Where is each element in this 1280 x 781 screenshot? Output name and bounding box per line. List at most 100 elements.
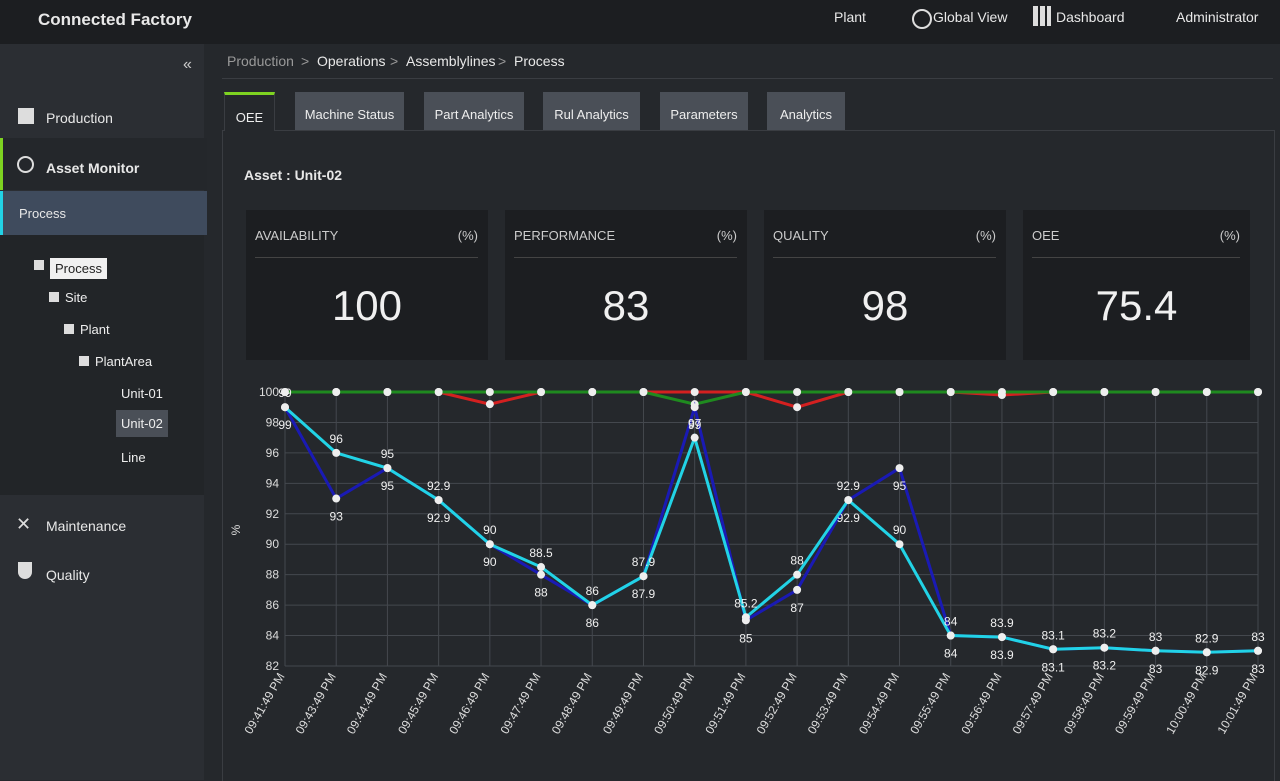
tab[interactable]: Rul Analytics [543,92,640,130]
data-label: 87 [790,601,804,615]
point [895,464,904,473]
data-label: 83 [1149,662,1163,676]
data-label: 86 [586,616,600,630]
crumb[interactable]: Operations [317,53,386,69]
panel [222,130,1275,781]
point [537,570,546,579]
x-tick-label: 10:01:49 PM [1214,670,1260,736]
globe-icon [912,9,932,29]
point [946,631,955,640]
data-label: 92.9 [427,479,451,493]
data-label: 95 [381,447,395,461]
point [793,585,802,594]
point [332,448,341,457]
point [793,403,802,412]
menu-item[interactable]: Production [46,110,113,126]
tab[interactable]: Parameters [660,92,748,130]
y-tick-label: 88 [266,568,280,582]
tab[interactable]: Machine Status [295,92,404,130]
point [588,601,597,610]
kpi-label: PERFORMANCE [514,228,616,243]
nav-dashboard[interactable]: Dashboard [1056,9,1125,25]
toggle[interactable] [49,292,59,302]
tree-node[interactable]: Plant [80,322,110,337]
sep: > [390,53,399,69]
toggle[interactable] [34,260,44,270]
data-label: 93 [330,510,344,524]
tree-node[interactable]: Unit-01 [121,386,163,401]
menu-item[interactable]: Asset Monitor [46,160,140,176]
x-tick-label: 09:47:49 PM [498,670,544,736]
point [1151,646,1160,655]
menu-item[interactable]: Maintenance [46,518,127,534]
kpi-value: 83 [602,282,650,329]
y-axis-label: % [229,524,243,535]
kpi-card: AVAILABILITY (%) 100 [246,210,488,360]
nav-administrator[interactable]: Administrator [1176,9,1259,25]
icon [18,108,34,124]
data-label: 83.2 [1093,627,1117,641]
kpi-card: QUALITY (%) 98 [764,210,1006,360]
nav-plant[interactable]: Plant [834,9,866,25]
data-label: 99 [688,418,702,432]
tree-node[interactable]: Process [50,258,107,279]
point [1100,388,1109,396]
data-label: 88.5 [529,546,553,560]
separator [773,257,996,258]
data-label: 92.9 [837,511,861,525]
data-label: 95 [893,479,907,493]
grid-icon [1033,6,1051,26]
sub-item[interactable]: Process [19,206,66,221]
collapse[interactable]: « [183,56,192,73]
crumb[interactable]: Production [227,53,294,69]
icon [17,156,34,173]
point [793,388,802,396]
chart: 82 84 86 88 90 92 94 96 98 100 09:41:49 PM 09:43:49… [229,385,1265,736]
x-tick-label: 09:51:49 PM [702,670,748,736]
data-label: 95 [381,479,395,493]
data-label: 85.2 [734,596,758,610]
series-line [285,390,1258,406]
nav-global-view[interactable]: Global View [933,9,1008,25]
y-tick-label: 96 [266,446,280,460]
tab[interactable]: Analytics [767,92,845,130]
menu-item[interactable]: Quality [46,567,90,583]
point [537,563,546,572]
y-tick-label: 92 [266,507,280,521]
point [1202,648,1211,657]
data-label: 90 [483,523,497,537]
data-label: 82.9 [1195,631,1219,645]
tab-active[interactable]: OEE [224,92,275,131]
point [1254,388,1262,396]
x-tick-label: 09:58:49 PM [1061,670,1107,736]
point [793,570,802,579]
series-line [285,390,1258,409]
tab[interactable]: Part Analytics [424,92,524,130]
crumb[interactable]: Assemblylines [406,53,496,69]
data-label: 97 [688,417,702,431]
x-tick-label: 09:44:49 PM [344,670,390,736]
kpi-value: 75.4 [1095,282,1178,329]
data-label: 90 [483,555,497,569]
separator [1032,257,1240,258]
point [485,400,494,409]
point [639,572,648,581]
point [1151,388,1160,396]
x-tick-label: 09:52:49 PM [754,670,800,736]
icon: ✕ [16,514,32,534]
crumb[interactable]: Process [514,53,565,69]
tree-node[interactable]: Site [65,290,88,305]
toggle[interactable] [79,356,89,366]
point [895,388,904,396]
tree-node[interactable]: Line [121,450,146,465]
toggle[interactable] [64,324,74,334]
data-label: 99 [278,418,292,432]
header: Connected Factory Plant Global View Dash… [0,0,1280,44]
point [946,388,955,396]
data-label: 83.9 [990,648,1014,662]
point [1100,643,1109,652]
tree-node[interactable]: Unit-02 [116,410,168,437]
point [690,388,699,396]
y-tick-label: 94 [266,476,280,490]
tree-node[interactable]: PlantArea [95,354,153,369]
